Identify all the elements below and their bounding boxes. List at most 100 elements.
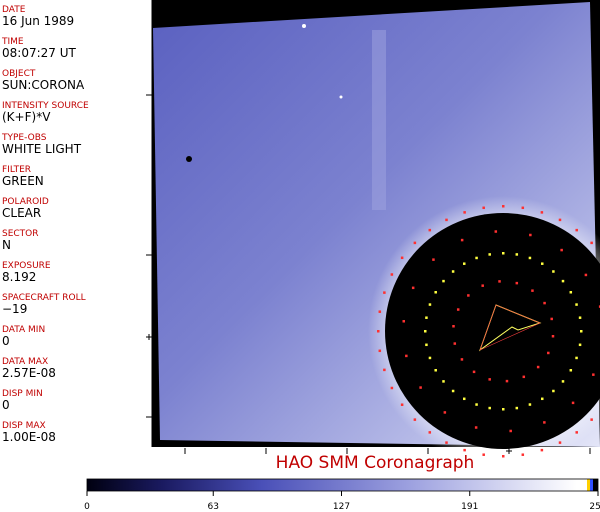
marker <box>515 253 519 256</box>
marker <box>472 370 476 374</box>
marker <box>452 325 455 328</box>
field-label: OBJECT <box>2 69 36 79</box>
marker <box>442 279 445 283</box>
marker <box>411 286 415 290</box>
marker <box>424 330 427 333</box>
marker <box>428 356 432 360</box>
marker <box>590 241 593 245</box>
marker <box>460 238 464 242</box>
marker <box>541 262 544 265</box>
field-label: TIME <box>1 37 24 47</box>
marker <box>540 448 544 452</box>
marker <box>488 406 491 410</box>
marker <box>571 401 575 405</box>
marker <box>400 256 404 260</box>
field-value: (K+F)*V <box>2 110 51 124</box>
colorbar-tick-label: 0 <box>84 502 90 512</box>
marker <box>552 270 555 273</box>
marker <box>598 305 600 308</box>
marker <box>502 455 505 458</box>
field-value: N <box>2 238 11 252</box>
marker <box>400 403 404 406</box>
marker <box>558 218 562 222</box>
marker <box>543 421 546 424</box>
overlay <box>377 205 600 458</box>
marker <box>575 228 578 232</box>
marker <box>552 389 555 393</box>
marker <box>505 379 509 383</box>
marker <box>509 429 512 433</box>
marker <box>521 453 525 456</box>
marker <box>543 301 546 305</box>
marker <box>592 373 595 376</box>
marker <box>451 389 455 393</box>
marker <box>560 248 563 252</box>
marker <box>475 403 478 406</box>
colorbar-tick-label: 63 <box>208 502 219 512</box>
marker <box>445 441 448 444</box>
marker <box>529 233 532 237</box>
marker <box>451 270 455 273</box>
kite-inner <box>479 304 541 351</box>
marker <box>467 294 470 297</box>
marker <box>432 258 435 261</box>
field-label: SPACECRAFT ROLL <box>2 293 86 303</box>
marker <box>502 252 505 255</box>
marker <box>419 386 422 389</box>
marker <box>575 431 578 434</box>
marker <box>575 303 578 306</box>
marker <box>558 441 562 444</box>
field-label: FILTER <box>2 165 31 175</box>
marker <box>536 365 540 369</box>
marker <box>445 218 448 222</box>
marker <box>413 241 417 245</box>
marker <box>390 386 394 390</box>
field-value: GREEN <box>2 174 44 188</box>
title: HAO SMM Coronagraph <box>276 453 475 473</box>
marker <box>405 354 408 358</box>
marker <box>463 211 466 214</box>
marker <box>498 280 501 283</box>
field-label: TYPE-OBS <box>1 133 47 143</box>
marker <box>488 253 491 256</box>
marker <box>580 330 583 333</box>
marker <box>590 418 593 421</box>
field-label: DATA MIN <box>2 325 45 335</box>
marker <box>502 408 505 411</box>
marker <box>390 273 394 276</box>
marker <box>488 378 491 381</box>
marker <box>434 291 437 294</box>
spot <box>339 95 343 99</box>
marker <box>569 291 573 294</box>
marker <box>515 406 519 410</box>
colorbar-end <box>593 479 598 491</box>
field-label: DISP MIN <box>2 389 43 399</box>
field-label: DATE <box>2 5 26 15</box>
marker <box>428 431 432 434</box>
marker <box>383 291 386 294</box>
field-label: EXPOSURE <box>2 261 51 271</box>
marker <box>578 343 582 347</box>
marker <box>561 380 565 383</box>
marker <box>482 206 485 210</box>
marker <box>528 256 532 260</box>
marker <box>540 211 544 214</box>
field-value: 0 <box>2 398 10 412</box>
marker <box>463 262 466 265</box>
colorbar-tick-label: 255 <box>589 502 600 512</box>
marker <box>502 205 505 208</box>
marker <box>494 230 498 233</box>
marker <box>443 411 447 414</box>
marker <box>550 317 553 321</box>
colorbar-end <box>587 479 590 491</box>
marker <box>456 308 460 311</box>
field-label: POLAROID <box>2 197 49 207</box>
field-label: SECTOR <box>2 229 39 239</box>
marker <box>475 256 478 260</box>
marker <box>474 426 478 429</box>
marker <box>425 316 428 319</box>
marker <box>584 273 588 277</box>
field-value: 08:07:27 UT <box>2 46 76 60</box>
marker <box>378 310 382 313</box>
